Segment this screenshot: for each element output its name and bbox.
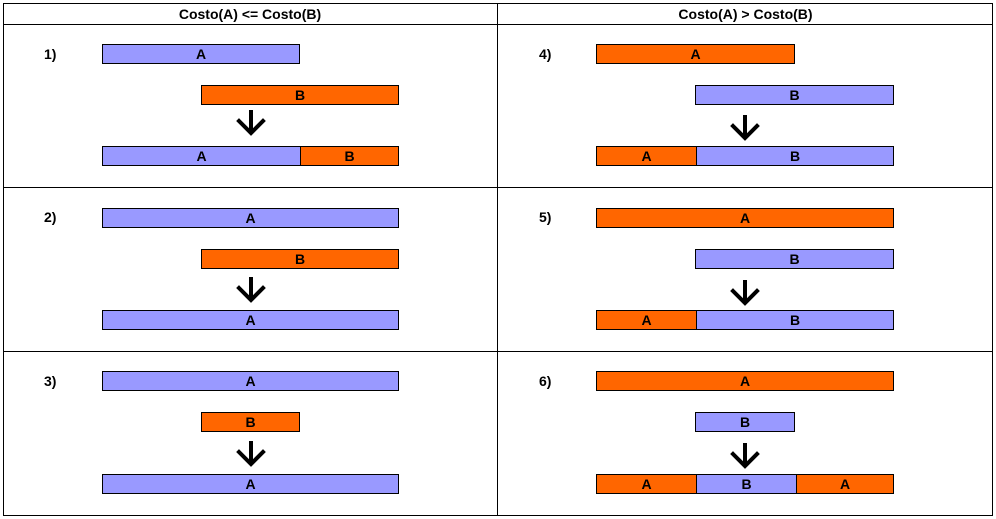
case-6-bar-a-label: A: [597, 372, 893, 390]
case-4-bar-b: B: [695, 85, 894, 105]
case-5-number: 5): [539, 209, 552, 225]
case-4-bar-b-label: B: [696, 86, 893, 104]
case-3-down-arrow-icon: [236, 441, 266, 467]
case-1-down-arrow-icon: [236, 110, 266, 136]
case-6-result-seg-2: B: [696, 475, 796, 493]
case-5-bar-b: B: [695, 249, 894, 269]
case-6-down-arrow-icon: [730, 443, 760, 469]
case-2-result-seg-1: A: [103, 311, 398, 329]
row-divider-2: [3, 351, 993, 352]
case-4-bar-a-label: A: [597, 45, 794, 63]
case-3-result-seg-1: A: [103, 475, 398, 493]
case-6-result-seg-1: A: [597, 475, 696, 493]
case-5-result-seg-2: B: [696, 311, 893, 329]
header-left: Costo(A) <= Costo(B): [178, 6, 322, 22]
case-2-bar-a-label: A: [103, 209, 398, 227]
case-1-bar-a: A: [102, 44, 300, 64]
case-2-result-bar: A: [102, 310, 399, 330]
case-6-bar-b: B: [695, 412, 795, 432]
case-2-number: 2): [44, 209, 57, 225]
case-5-bar-a-label: A: [597, 209, 893, 227]
case-1-bar-a-label: A: [103, 45, 299, 63]
case-3-bar-a-label: A: [103, 372, 398, 390]
case-2-down-arrow-icon: [236, 277, 266, 303]
case-6-result-bar: A B A: [596, 474, 894, 494]
column-divider: [497, 3, 498, 516]
case-3-bar-b: B: [201, 412, 300, 432]
case-5-bar-a: A: [596, 208, 894, 228]
case-1-result-bar: A B: [102, 146, 399, 166]
case-6-bar-a: A: [596, 371, 894, 391]
case-3-bar-a: A: [102, 371, 399, 391]
case-5-down-arrow-icon: [730, 280, 760, 306]
case-4-result-bar: A B: [596, 146, 894, 166]
case-1-bar-b-label: B: [202, 86, 398, 104]
case-5-bar-b-label: B: [696, 250, 893, 268]
case-4-bar-a: A: [596, 44, 795, 64]
case-1-result-seg-2: B: [300, 147, 398, 165]
row-divider-1: [3, 187, 993, 188]
case-4-result-seg-2: B: [696, 147, 893, 165]
diagram-frame: [3, 3, 993, 516]
header-divider: [3, 24, 993, 25]
case-3-result-bar: A: [102, 474, 399, 494]
case-6-bar-b-label: B: [696, 413, 794, 431]
case-3-bar-b-label: B: [202, 413, 299, 431]
case-6-result-seg-3: A: [796, 475, 893, 493]
case-6-number: 6): [539, 373, 552, 389]
case-1-bar-b: B: [201, 85, 399, 105]
case-2-bar-a: A: [102, 208, 399, 228]
case-5-result-bar: A B: [596, 310, 894, 330]
header-right: Costo(A) > Costo(B): [678, 6, 813, 22]
case-2-bar-b: B: [201, 249, 399, 269]
case-3-number: 3): [44, 373, 57, 389]
case-2-bar-b-label: B: [202, 250, 398, 268]
case-4-down-arrow-icon: [730, 115, 760, 141]
case-4-number: 4): [539, 46, 552, 62]
case-1-number: 1): [44, 46, 57, 62]
case-5-result-seg-1: A: [597, 311, 696, 329]
case-4-result-seg-1: A: [597, 147, 696, 165]
case-1-result-seg-1: A: [103, 147, 300, 165]
